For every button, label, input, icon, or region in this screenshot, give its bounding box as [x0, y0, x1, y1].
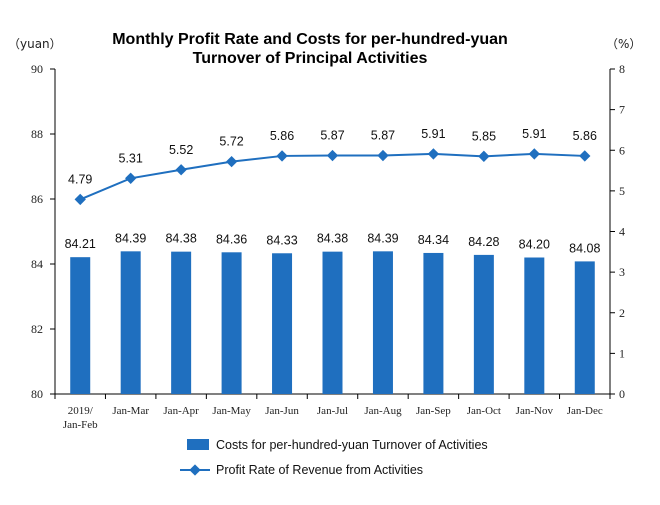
line-value-label: 5.91 [421, 127, 445, 141]
x-tick-label: Jan-May [212, 405, 251, 417]
right-tick-label: 8 [619, 62, 625, 76]
x-tick-label-line: 2019/ [68, 405, 94, 417]
line-value-label: 5.72 [219, 135, 243, 149]
bar [70, 257, 91, 394]
x-tick-label-line: Jan-Jun [265, 405, 299, 417]
x-tick-label: Jan-Jul [317, 405, 348, 417]
right-tick-label: 5 [619, 184, 625, 198]
bar-value-label: 84.33 [266, 233, 297, 247]
x-tick-label: Jan-Mar [112, 405, 149, 417]
x-tick-label-line: Jan-May [212, 405, 251, 417]
x-tick-label: Jan-Aug [364, 405, 402, 417]
legend: Costs for per-hundred-yuan Turnover of A… [180, 438, 488, 477]
bar [322, 251, 343, 394]
bar [473, 254, 494, 394]
x-tick-label-line: Jan-Aug [364, 405, 402, 417]
left-tick-label: 88 [31, 127, 43, 141]
right-tick-label: 0 [619, 387, 625, 401]
line-point [175, 164, 187, 176]
left-tick-label: 86 [31, 192, 43, 206]
x-tick-label: Jan-Nov [516, 405, 554, 417]
legend-bar-label: Costs for per-hundred-yuan Turnover of A… [216, 438, 488, 452]
bar-value-label: 84.20 [519, 238, 550, 252]
bar [221, 252, 242, 394]
left-tick-label: 82 [31, 322, 43, 336]
line-value-labels: 4.79 5.31 5.52 5.72 5.86 5.87 5.87 5.91 5.85 5.91… [68, 127, 597, 187]
line-value-label: 5.85 [472, 129, 496, 143]
line-point [579, 150, 591, 162]
bar [372, 251, 393, 394]
x-tick-label: Jan-Jun [265, 405, 299, 417]
left-tick-label: 80 [31, 387, 43, 401]
bar-value-label: 84.38 [317, 232, 348, 246]
x-tick-label: Jan-Apr [163, 405, 199, 417]
bar [120, 251, 141, 394]
line-value-label: 5.86 [573, 129, 597, 143]
x-tick-label: 2019/Jan-Feb [63, 405, 98, 431]
line-value-label: 5.87 [320, 129, 344, 143]
bar-value-label: 84.21 [65, 237, 96, 251]
left-tick-label: 84 [31, 257, 43, 271]
line-point [528, 148, 540, 160]
bar-value-labels: 84.21 84.39 84.38 84.36 84.33 84.38 84.39 84.34… [65, 231, 601, 255]
right-tick-label: 7 [619, 103, 625, 117]
chart-title-line-2: Turnover of Principal Activities [193, 50, 428, 67]
bar-value-label: 84.34 [418, 233, 449, 247]
line-point [427, 148, 440, 160]
line-value-label: 5.52 [169, 143, 193, 157]
bar [524, 257, 545, 394]
legend-line-label: Profit Rate of Revenue from Activities [216, 463, 423, 477]
bar [171, 251, 192, 394]
x-tick-label-line: Jan-Mar [112, 405, 149, 417]
right-tick-label: 6 [619, 143, 625, 157]
bar [574, 261, 595, 394]
bar [272, 253, 293, 394]
right-tick-label: 2 [619, 306, 625, 320]
line-series [74, 148, 591, 206]
bar-value-label: 84.36 [216, 232, 247, 246]
bar-value-label: 84.39 [367, 231, 398, 245]
x-tick-label-line: Jan-Feb [63, 419, 98, 431]
line-value-label: 5.87 [371, 129, 395, 143]
x-tick-label-line: Jan-Dec [567, 405, 603, 417]
right-axis-unit: （%） [606, 37, 641, 51]
line-value-label: 5.31 [119, 151, 143, 165]
right-tick-label: 3 [619, 265, 625, 279]
bar-value-label: 84.08 [569, 241, 600, 255]
line-point [276, 150, 288, 162]
line-point [125, 172, 137, 184]
axes: 80 82 84 86 88 90 0 1 2 3 4 5 6 7 8 [31, 62, 625, 401]
x-tick-labels: 2019/Jan-Feb Jan-Mar Jan-Apr Jan-May Jan-Jun… [63, 405, 603, 431]
line-value-label: 5.91 [522, 127, 546, 141]
bar-value-label: 84.39 [115, 231, 146, 245]
legend-line-marker [189, 464, 201, 476]
bar [423, 252, 444, 394]
right-tick-label: 1 [619, 346, 625, 360]
x-tick-label-line: Jan-Sep [416, 405, 451, 417]
line-point [326, 149, 339, 162]
line-value-label: 4.79 [68, 172, 92, 186]
x-tick-label-line: Jan-Apr [163, 405, 199, 417]
line-point [225, 155, 238, 168]
right-tick-label: 4 [619, 225, 625, 239]
bar-value-label: 84.38 [165, 232, 196, 246]
bar-value-label: 84.28 [468, 235, 499, 249]
chart-title-line-1: Monthly Profit Rate and Costs for per-hu… [112, 31, 508, 48]
legend-bar-swatch [187, 439, 209, 450]
x-tick-label: Jan-Dec [567, 405, 603, 417]
left-tick-label: 90 [31, 62, 43, 76]
x-tick-label-line: Jan-Nov [516, 405, 554, 417]
line-point [377, 149, 389, 162]
left-axis-unit: （yuan） [8, 37, 62, 51]
line-point [74, 193, 86, 206]
bar-series [70, 251, 595, 394]
x-tick-label: Jan-Sep [416, 405, 451, 417]
x-tick-label-line: Jan-Oct [467, 405, 501, 417]
x-tick-label-line: Jan-Jul [317, 405, 348, 417]
line-value-label: 5.86 [270, 129, 294, 143]
x-tick-label: Jan-Oct [467, 405, 501, 417]
line-point [478, 150, 490, 163]
